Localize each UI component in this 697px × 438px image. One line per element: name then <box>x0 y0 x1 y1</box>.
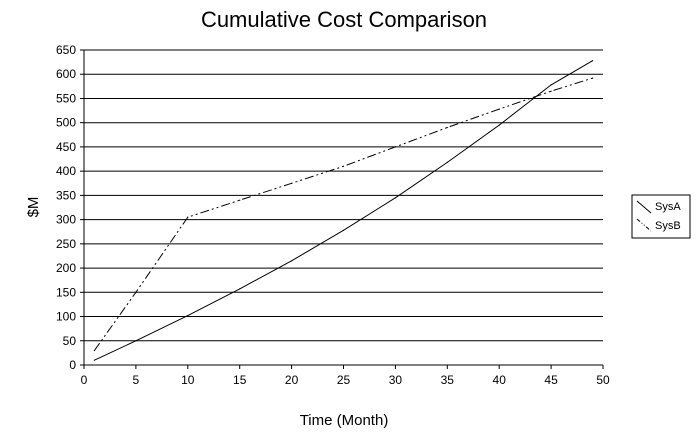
y-tick-label-400: 400 <box>56 164 76 178</box>
point-sysb-9 <box>550 90 552 92</box>
point-sysa-9 <box>550 84 552 86</box>
point-sysb-6 <box>394 146 396 148</box>
point-sysa-5 <box>342 229 345 231</box>
x-tick-label-30: 30 <box>389 373 403 387</box>
point-sysb-7 <box>446 126 448 129</box>
point-sysa-1 <box>135 340 137 342</box>
y-tick-label-250: 250 <box>56 237 76 251</box>
y-tick-label-600: 600 <box>56 67 76 81</box>
x-axis-ticks: 0 5 10 15 20 25 30 35 40 45 50 <box>81 365 610 387</box>
legend-sysa-swatch <box>636 200 652 214</box>
point-sysb-4 <box>291 182 293 184</box>
point-sysa-7 <box>446 161 448 163</box>
point-sysa-8 <box>498 124 500 126</box>
point-sysa-2 <box>187 315 189 317</box>
series-line-sysb <box>93 77 593 351</box>
x-tick-label-10: 10 <box>181 373 195 387</box>
x-tick-label-20: 20 <box>285 373 299 387</box>
point-sysb-3 <box>239 199 241 201</box>
legend-box <box>631 194 691 239</box>
x-tick-label-15: 15 <box>233 373 247 387</box>
point-sysb-10 <box>592 77 594 79</box>
point-sysa-0 <box>93 359 95 361</box>
y-tick-label-100: 100 <box>56 310 76 324</box>
x-tick-label-40: 40 <box>493 373 507 387</box>
y-tick-label-50: 50 <box>63 334 77 348</box>
y-tick-label-0: 0 <box>69 358 76 372</box>
series-line-sysa <box>94 60 593 361</box>
point-sysa-3 <box>239 288 241 290</box>
plot-frame <box>83 50 603 366</box>
y-tick-label-300: 300 <box>56 213 76 227</box>
series-layer <box>93 60 594 361</box>
point-sysa-4 <box>291 260 293 262</box>
y-tick-label-200: 200 <box>56 261 76 275</box>
x-tick-label-35: 35 <box>441 373 455 387</box>
chart-title: Cumulative Cost Comparison <box>201 7 487 32</box>
y-tick-label-450: 450 <box>56 140 76 154</box>
x-tick-label-50: 50 <box>596 373 610 387</box>
point-sysa-6 <box>394 197 396 199</box>
point-sysb-2 <box>187 216 189 218</box>
y-tick-label-350: 350 <box>56 188 76 202</box>
y-tick-label-550: 550 <box>56 91 76 105</box>
y-tick-label-500: 500 <box>56 116 76 130</box>
legend-sysa-label: SysA <box>655 201 681 213</box>
y-tick-label-650: 650 <box>56 43 76 57</box>
y-tick-label-150: 150 <box>56 285 76 299</box>
legend: SysA SysB <box>631 194 691 239</box>
point-sysb-1 <box>135 291 137 293</box>
point-sysb-8 <box>498 108 500 110</box>
gridlines <box>84 49 603 342</box>
point-sysa-10 <box>592 60 594 62</box>
legend-sysb-label: SysB <box>655 220 681 232</box>
y-axis-ticks: 0 50 100 150 200 250 300 350 400 450 500 550 600 650 <box>56 43 84 372</box>
legend-sysb-swatch <box>636 218 652 232</box>
point-sysb-0 <box>93 349 95 352</box>
x-axis-label: Time (Month) <box>300 412 389 429</box>
y-axis-label: $M <box>25 197 42 218</box>
point-sysb-5 <box>342 165 345 167</box>
x-tick-label-45: 45 <box>544 373 558 387</box>
x-tick-label-5: 5 <box>133 373 140 387</box>
x-tick-label-0: 0 <box>81 373 88 387</box>
x-tick-label-25: 25 <box>337 373 351 387</box>
